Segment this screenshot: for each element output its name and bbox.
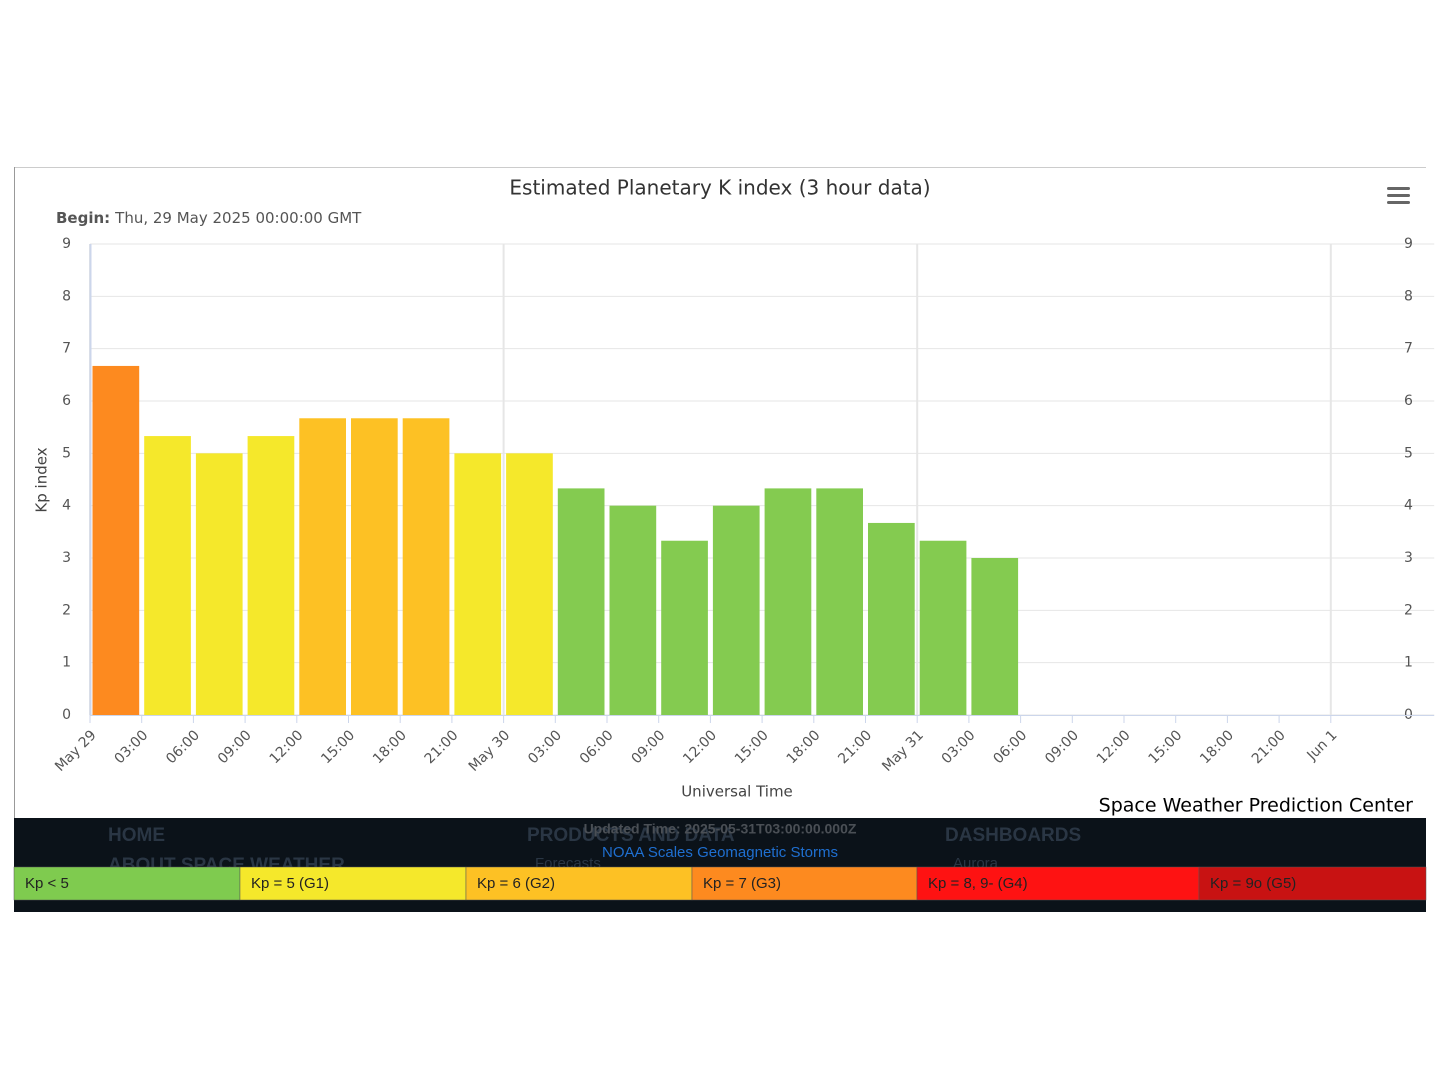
y-tick-label: 5 <box>62 445 71 461</box>
x-tick-label: 03:00 <box>939 727 979 767</box>
y-tick-label: 2 <box>62 602 71 618</box>
y-tick-label: 8 <box>62 288 71 304</box>
y-tick-label: 9 <box>62 236 71 252</box>
legend-label: Kp = 5 (G1) <box>251 875 329 892</box>
bar <box>609 505 657 715</box>
legend-label: Kp < 5 <box>25 875 69 892</box>
legend-swatch <box>13 866 241 901</box>
subtitle-label: Begin: <box>56 209 110 227</box>
x-tick-label: 15:00 <box>318 727 358 767</box>
x-tick-label: May 31 <box>879 727 927 775</box>
chart-title: Estimated Planetary K index (3 hour data… <box>509 176 930 200</box>
subtitle: Begin: Thu, 29 May 2025 00:00:00 GMT <box>56 209 362 227</box>
bar <box>247 436 295 715</box>
bar <box>816 488 863 715</box>
x-tick-label: 12:00 <box>267 727 307 767</box>
bar <box>919 540 967 715</box>
updated-time: Updated Time: 2025-05-31T03:00:00.000Z <box>584 821 857 837</box>
x-tick-label: 15:00 <box>732 727 772 767</box>
legend-swatch <box>916 866 1200 901</box>
bar <box>661 540 708 715</box>
legend-swatch <box>691 866 918 901</box>
x-tick-label: 06:00 <box>577 727 617 767</box>
credit: Space Weather Prediction Center <box>1099 795 1414 817</box>
x-tick-label: 09:00 <box>215 727 255 767</box>
legend-swatch <box>1198 866 1427 901</box>
x-tick-label: 06:00 <box>990 727 1030 767</box>
bar <box>402 418 450 715</box>
subtitle-value: Thu, 29 May 2025 00:00:00 GMT <box>114 209 362 227</box>
x-tick-label: 21:00 <box>835 727 875 767</box>
x-tick-label: Jun 1 <box>1304 727 1341 764</box>
x-tick-label: May 29 <box>52 727 100 775</box>
y2-tick-label: 6 <box>1404 393 1413 409</box>
bar <box>764 488 812 715</box>
bar <box>195 453 243 715</box>
x-axis-title: Universal Time <box>681 783 793 801</box>
bar <box>144 436 191 715</box>
legend-label: Kp = 6 (G2) <box>477 875 555 892</box>
y2-tick-label: 8 <box>1404 288 1413 304</box>
y-tick-label: 7 <box>62 341 71 357</box>
x-tick-label: 21:00 <box>422 727 462 767</box>
scale-legend: Kp < 5 Kp = 5 (G1) Kp = 6 (G2) Kp = 7 (G3) K… <box>13 866 1427 901</box>
y2-tick-label: 3 <box>1404 550 1413 566</box>
x-tick-label: 09:00 <box>1042 727 1082 767</box>
y-tick-label: 6 <box>62 393 71 409</box>
y2-tick-label: 1 <box>1404 655 1413 671</box>
bar <box>868 522 915 715</box>
bar <box>557 488 605 715</box>
x-tick-label: 06:00 <box>163 727 203 767</box>
legend-swatch <box>465 866 693 901</box>
y-tick-label: 1 <box>62 655 71 671</box>
x-tick-label: 09:00 <box>629 727 669 767</box>
x-tick-label: 18:00 <box>370 727 410 767</box>
y2-tick-label: 9 <box>1404 236 1413 252</box>
bar <box>92 365 140 715</box>
bar <box>712 505 760 715</box>
legend-label: Kp = 7 (G3) <box>703 875 781 892</box>
legend-label: Kp = 8, 9- (G4) <box>928 875 1028 892</box>
y-tick-label: 3 <box>62 550 71 566</box>
x-tick-label: May 30 <box>466 727 514 775</box>
scales-link[interactable]: NOAA Scales Geomagnetic Storms <box>602 844 838 861</box>
x-tick-label: 12:00 <box>680 727 720 767</box>
y-tick-label: 0 <box>62 707 71 723</box>
x-tick-label: 03:00 <box>112 727 152 767</box>
y-tick-label: 4 <box>62 498 71 514</box>
legend-label: Kp = 9o (G5) <box>1210 875 1296 892</box>
x-tick-label: 03:00 <box>525 727 565 767</box>
y2-tick-label: 5 <box>1404 445 1413 461</box>
legend-swatch <box>239 866 467 901</box>
menu-icon[interactable] <box>1387 187 1410 204</box>
x-tick-label: 15:00 <box>1146 727 1186 767</box>
bar <box>506 453 553 715</box>
x-tick-label: 12:00 <box>1094 727 1134 767</box>
menu-item[interactable]: PRODUCTS AND DATA <box>527 825 735 846</box>
x-tick-label: 18:00 <box>784 727 824 767</box>
y2-tick-label: 7 <box>1404 341 1413 357</box>
bar <box>351 418 398 715</box>
bar <box>299 418 346 715</box>
bar <box>971 558 1019 715</box>
bar <box>454 453 502 715</box>
x-tick-label: 18:00 <box>1197 727 1237 767</box>
y-axis-title: Kp index <box>33 447 51 512</box>
x-tick-label: 21:00 <box>1249 727 1289 767</box>
menu-item[interactable]: DASHBOARDS <box>945 825 1081 846</box>
y2-tick-label: 4 <box>1404 498 1413 514</box>
menu-item[interactable]: HOME <box>108 825 165 846</box>
y2-tick-label: 2 <box>1404 602 1413 618</box>
